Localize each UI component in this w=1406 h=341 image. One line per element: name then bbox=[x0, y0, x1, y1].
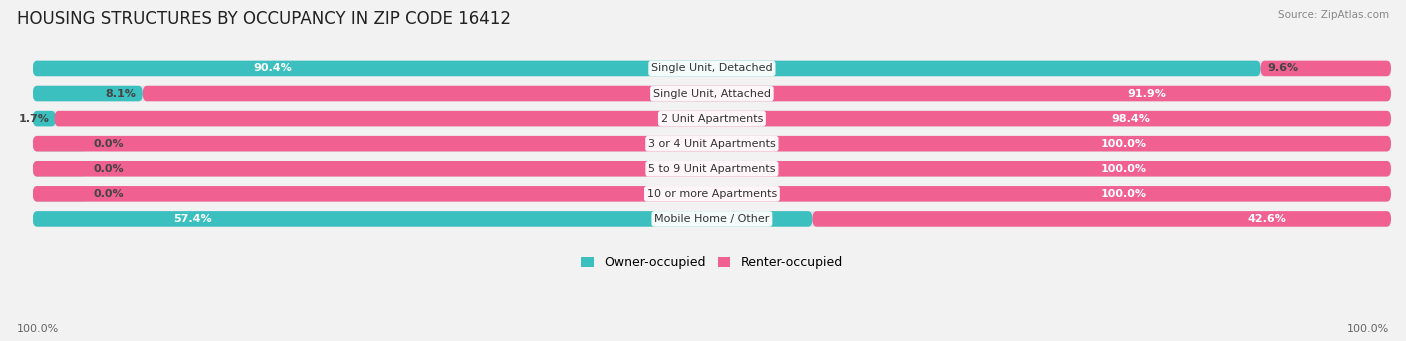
Text: 100.0%: 100.0% bbox=[17, 324, 59, 334]
FancyBboxPatch shape bbox=[32, 111, 56, 127]
Legend: Owner-occupied, Renter-occupied: Owner-occupied, Renter-occupied bbox=[576, 251, 848, 275]
FancyBboxPatch shape bbox=[32, 86, 1391, 101]
Text: 9.6%: 9.6% bbox=[1267, 63, 1299, 73]
FancyBboxPatch shape bbox=[32, 86, 143, 101]
FancyBboxPatch shape bbox=[32, 161, 1391, 177]
FancyBboxPatch shape bbox=[32, 161, 87, 177]
Text: 42.6%: 42.6% bbox=[1249, 214, 1286, 224]
Text: 1.7%: 1.7% bbox=[18, 114, 49, 123]
FancyBboxPatch shape bbox=[32, 111, 1391, 127]
Text: Single Unit, Attached: Single Unit, Attached bbox=[652, 89, 770, 99]
FancyBboxPatch shape bbox=[32, 136, 1391, 151]
Text: 100.0%: 100.0% bbox=[1101, 189, 1146, 199]
FancyBboxPatch shape bbox=[55, 111, 1391, 127]
FancyBboxPatch shape bbox=[32, 186, 1391, 202]
Text: 0.0%: 0.0% bbox=[94, 139, 125, 149]
FancyBboxPatch shape bbox=[32, 186, 1391, 202]
Text: HOUSING STRUCTURES BY OCCUPANCY IN ZIP CODE 16412: HOUSING STRUCTURES BY OCCUPANCY IN ZIP C… bbox=[17, 10, 510, 28]
Text: 5 to 9 Unit Apartments: 5 to 9 Unit Apartments bbox=[648, 164, 776, 174]
Text: 91.9%: 91.9% bbox=[1128, 89, 1167, 99]
FancyBboxPatch shape bbox=[32, 136, 1391, 151]
Text: 90.4%: 90.4% bbox=[254, 63, 292, 73]
FancyBboxPatch shape bbox=[32, 136, 87, 151]
Text: Mobile Home / Other: Mobile Home / Other bbox=[654, 214, 769, 224]
Text: Source: ZipAtlas.com: Source: ZipAtlas.com bbox=[1278, 10, 1389, 20]
FancyBboxPatch shape bbox=[32, 186, 87, 202]
Text: 100.0%: 100.0% bbox=[1347, 324, 1389, 334]
FancyBboxPatch shape bbox=[32, 161, 1391, 177]
Text: 3 or 4 Unit Apartments: 3 or 4 Unit Apartments bbox=[648, 139, 776, 149]
Text: 0.0%: 0.0% bbox=[94, 189, 125, 199]
Text: Single Unit, Detached: Single Unit, Detached bbox=[651, 63, 773, 73]
FancyBboxPatch shape bbox=[143, 86, 1391, 101]
Text: 57.4%: 57.4% bbox=[173, 214, 212, 224]
Text: 0.0%: 0.0% bbox=[94, 164, 125, 174]
Text: 100.0%: 100.0% bbox=[1101, 164, 1146, 174]
Text: 10 or more Apartments: 10 or more Apartments bbox=[647, 189, 778, 199]
FancyBboxPatch shape bbox=[813, 211, 1391, 227]
Text: 100.0%: 100.0% bbox=[1101, 139, 1146, 149]
FancyBboxPatch shape bbox=[32, 61, 1391, 76]
FancyBboxPatch shape bbox=[1261, 61, 1391, 76]
FancyBboxPatch shape bbox=[32, 211, 1391, 227]
Text: 98.4%: 98.4% bbox=[1112, 114, 1150, 123]
Text: 8.1%: 8.1% bbox=[105, 89, 136, 99]
FancyBboxPatch shape bbox=[32, 61, 1261, 76]
Text: 2 Unit Apartments: 2 Unit Apartments bbox=[661, 114, 763, 123]
FancyBboxPatch shape bbox=[32, 211, 813, 227]
